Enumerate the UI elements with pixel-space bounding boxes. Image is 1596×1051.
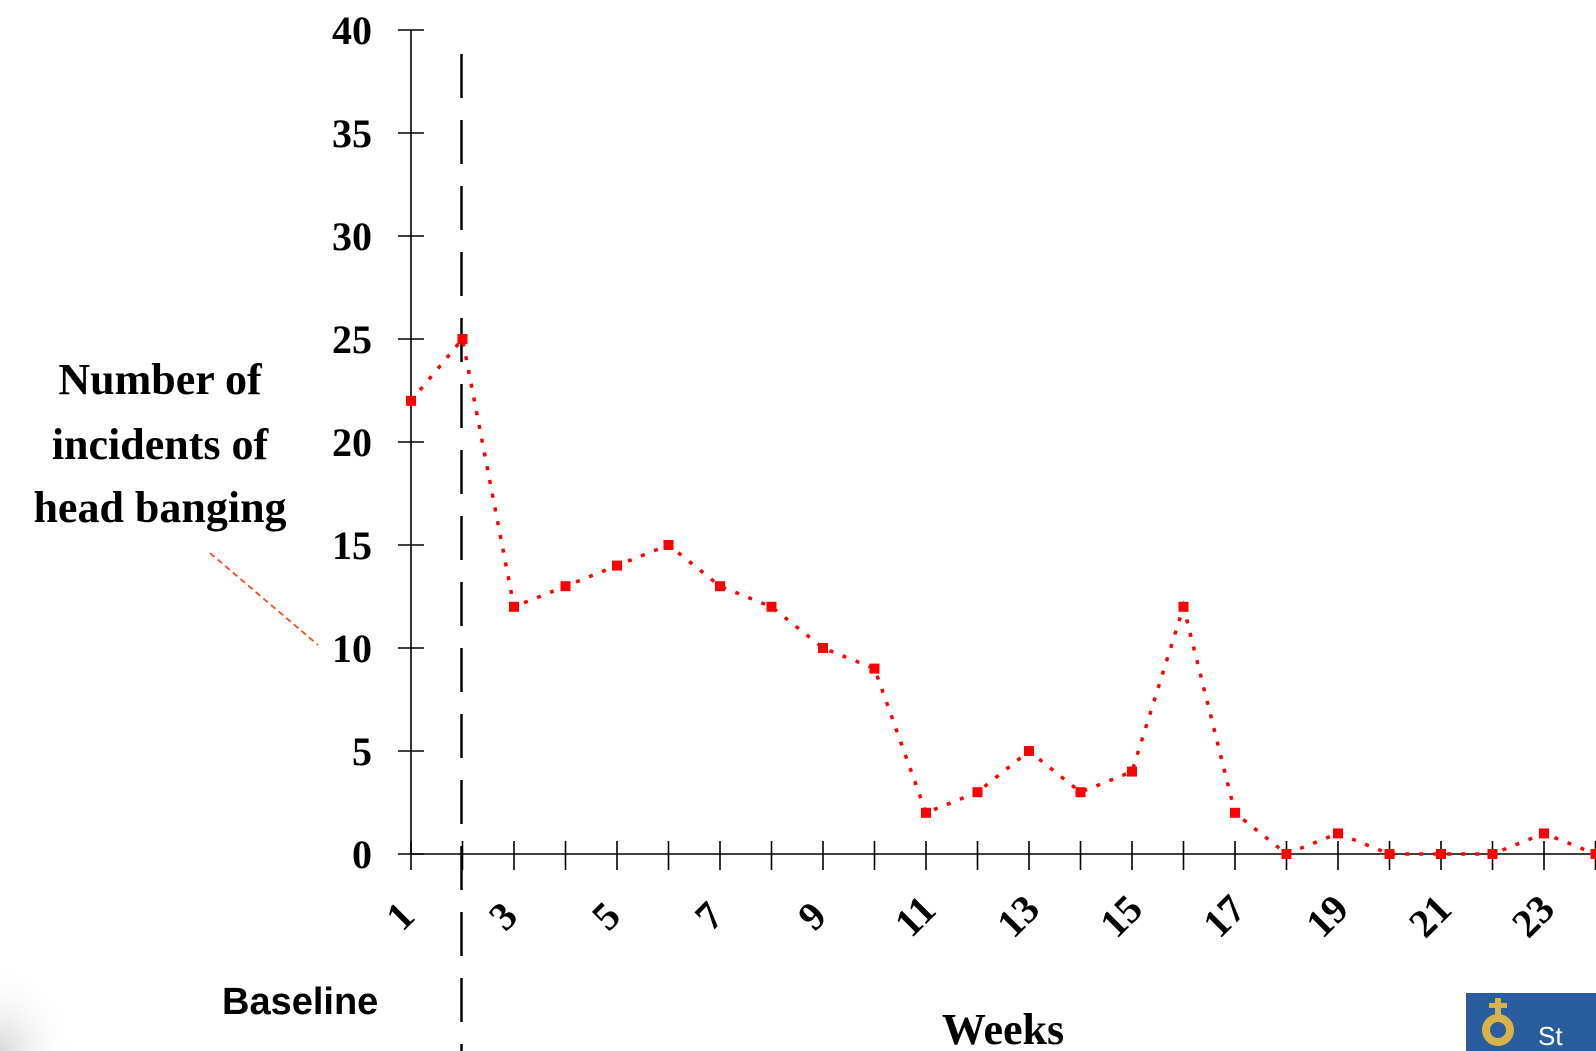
logo-text: St: [1538, 1021, 1563, 1051]
x-tick-label: 21: [1400, 886, 1460, 946]
data-point: [1178, 601, 1189, 612]
x-axis-label: Weeks: [942, 1005, 1064, 1051]
ylabel-line-2: incidents of: [52, 420, 270, 469]
data-point: [818, 643, 828, 653]
baseline-label: Baseline: [222, 981, 378, 1023]
series-markers: [406, 334, 1596, 859]
data-point: [1075, 787, 1086, 798]
y-ticks: 0 5 10 15 20 25 30 35 40: [332, 8, 424, 877]
data-point: [509, 601, 519, 612]
data-point: [663, 540, 674, 550]
data-point: [1436, 849, 1446, 859]
y-tick-label: 35: [332, 111, 372, 156]
x-tick-label: 15: [1091, 886, 1151, 946]
x-tick-label: 5: [583, 893, 629, 939]
data-point: [1230, 807, 1240, 818]
ylabel-leader-line: [209, 552, 319, 646]
data-point: [457, 334, 468, 344]
data-point: [1024, 746, 1034, 756]
y-tick-label: 25: [332, 317, 372, 362]
data-point: [715, 581, 725, 592]
data-point: [1487, 849, 1498, 859]
data-point: [869, 663, 880, 674]
x-tick-label: 1: [377, 893, 423, 939]
data-point: [1539, 828, 1549, 839]
y-tick-label: 15: [332, 523, 372, 568]
y-tick-label: 0: [352, 832, 372, 877]
y-tick-label: 30: [332, 214, 372, 259]
x-tick-label: 3: [480, 893, 526, 939]
ylabel-line-1: Number of: [58, 355, 263, 404]
x-tick-label: 19: [1297, 886, 1357, 946]
y-tick-label: 40: [332, 8, 372, 53]
background-vignette: [0, 700, 300, 1051]
y-tick-label: 10: [332, 626, 372, 671]
data-point: [612, 560, 622, 571]
data-point: [766, 601, 777, 612]
x-tick-label: 7: [686, 893, 732, 939]
crest-logo-icon: St: [1466, 993, 1596, 1051]
x-tick-label: 17: [1194, 886, 1254, 946]
data-point: [1333, 828, 1343, 839]
data-point: [560, 581, 571, 592]
x-tick-label: 23: [1503, 886, 1563, 946]
y-tick-label: 20: [332, 420, 372, 465]
x-tick-label: 13: [988, 886, 1048, 946]
data-point: [1384, 849, 1395, 859]
data-point: [972, 787, 983, 798]
x-ticks: 1 3 5 7 9 11 13 15 17 19 21 23: [377, 841, 1596, 946]
data-point: [1127, 766, 1137, 777]
data-point: [1281, 849, 1292, 859]
ylabel-line-3: head banging: [33, 483, 286, 532]
x-tick-label: 9: [789, 893, 835, 939]
data-point: [406, 395, 416, 406]
data-point: [1590, 849, 1596, 859]
x-tick-label: 11: [886, 887, 945, 946]
data-point: [921, 807, 931, 818]
y-tick-label: 5: [352, 729, 372, 774]
series-line: [409, 335, 1596, 857]
